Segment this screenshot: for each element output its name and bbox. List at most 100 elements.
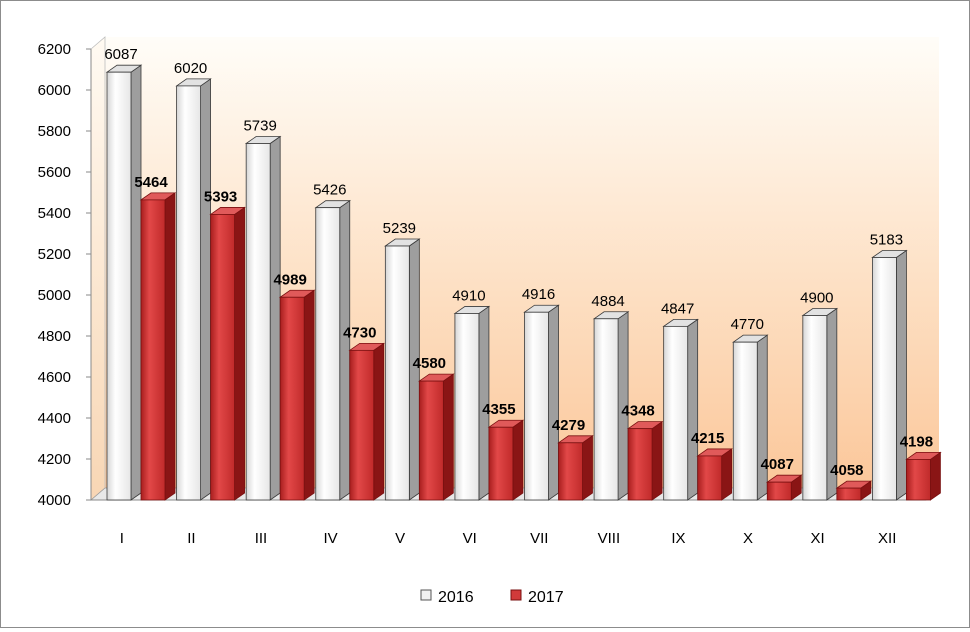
bar-side <box>512 419 524 501</box>
data-label-2017: 4279 <box>552 417 585 434</box>
bar-side <box>339 199 351 501</box>
bar-front <box>558 442 583 501</box>
bar-side <box>930 451 941 501</box>
x-tick-label: VII <box>530 530 548 547</box>
bar-front <box>906 459 931 501</box>
data-label-2017: 5464 <box>134 174 168 191</box>
legend-swatch <box>420 589 432 601</box>
y-tick-label: 6000 <box>38 82 71 99</box>
bar-front <box>418 380 444 501</box>
bar-2017-II <box>209 206 246 501</box>
bar-2017-X <box>765 474 803 501</box>
bar-2016-XI <box>801 307 839 501</box>
bar-front <box>245 143 271 501</box>
data-label-2017: 4215 <box>691 430 724 447</box>
x-tick-label: I <box>120 530 124 547</box>
bar-2016-X <box>731 334 769 501</box>
data-label-2016: 6087 <box>104 46 137 63</box>
bar-side <box>442 373 454 501</box>
y-tick-label: 4600 <box>38 369 71 386</box>
data-label-2016: 4847 <box>661 300 694 317</box>
bar-front <box>663 325 689 501</box>
bar-front <box>593 318 619 501</box>
data-label-2017: 4989 <box>273 271 306 288</box>
y-tick-label: 5200 <box>38 246 71 263</box>
bar-side <box>130 64 142 501</box>
bar-2016-III <box>244 135 282 501</box>
bar-front <box>140 199 166 501</box>
data-label-2016: 4916 <box>522 286 555 303</box>
legend-entry-2017: 2017 <box>510 589 564 606</box>
legend-swatch <box>510 589 522 601</box>
bar-2017-IX <box>696 448 733 501</box>
x-tick-label: X <box>743 530 753 547</box>
data-label-2016: 5426 <box>313 182 346 199</box>
data-label-2017: 4198 <box>900 433 933 450</box>
y-tick-label: 4000 <box>38 492 71 509</box>
bar-front <box>279 296 305 501</box>
bar-front <box>872 257 897 501</box>
data-label-2017: 4355 <box>482 401 515 418</box>
bar-2016-IV <box>314 199 352 501</box>
bar-side <box>200 78 211 501</box>
bar-2016-XII <box>871 249 908 501</box>
bar-2016-VII <box>523 304 560 501</box>
bar-2017-IV <box>348 342 386 501</box>
data-label-2016: 4770 <box>731 316 764 333</box>
x-tick-label: VIII <box>598 530 621 547</box>
legend-label: 2016 <box>438 589 474 606</box>
bar-front <box>315 207 341 501</box>
y-tick-label: 4200 <box>38 451 71 468</box>
data-label-2016: 6020 <box>174 60 207 77</box>
bar-front <box>454 313 480 501</box>
bar-front <box>627 428 653 501</box>
x-tick-label: V <box>395 530 405 547</box>
data-label-2016: 4884 <box>591 293 624 310</box>
bar-2017-III <box>278 289 316 501</box>
bar-side <box>756 334 768 501</box>
bar-2017-VIII <box>626 420 664 501</box>
bar-side <box>269 135 281 501</box>
data-label-2017: 4580 <box>413 355 446 372</box>
x-tick-label: VI <box>463 530 477 547</box>
data-label-2016: 4910 <box>452 287 485 304</box>
data-label-2016: 5183 <box>870 231 903 248</box>
bar-front <box>384 245 410 501</box>
bar-front <box>106 71 132 501</box>
data-label-2017: 4058 <box>830 462 863 479</box>
bar-front <box>524 311 549 501</box>
bar-front <box>349 349 375 501</box>
bar-front <box>732 341 758 501</box>
bar-2016-II <box>175 78 212 501</box>
y-tick-label: 5400 <box>38 205 71 222</box>
bar-front <box>176 85 201 501</box>
bar-2016-IX <box>662 318 699 501</box>
y-tick-label: 5800 <box>38 123 71 140</box>
bar-side <box>234 206 245 501</box>
y-tick-label: 4400 <box>38 410 71 427</box>
bar-side <box>582 435 593 501</box>
bar-2017-I <box>139 192 177 501</box>
bar-side <box>651 420 663 501</box>
bar-2016-I <box>105 64 143 501</box>
side-wall <box>90 36 106 501</box>
bar-front <box>766 481 792 501</box>
x-tick-label: III <box>255 530 268 547</box>
legend-entry-2016: 2016 <box>420 589 474 606</box>
bar-side <box>164 192 176 501</box>
bar-2017-XII <box>905 451 942 501</box>
data-label-2017: 5393 <box>204 188 237 205</box>
y-tick-label: 5600 <box>38 164 71 181</box>
legend: 2016 2017 <box>420 589 564 606</box>
data-label-2016: 5739 <box>243 118 276 135</box>
bar-side <box>373 342 385 501</box>
data-label-2016: 4900 <box>800 290 833 307</box>
bar-2017-V <box>418 373 455 501</box>
bar-2016-V <box>384 238 421 501</box>
bar-2016-VIII <box>592 311 630 501</box>
legend-label: 2017 <box>528 589 564 606</box>
data-label-2016: 5239 <box>383 220 416 237</box>
bar-2017-VI <box>487 419 525 501</box>
